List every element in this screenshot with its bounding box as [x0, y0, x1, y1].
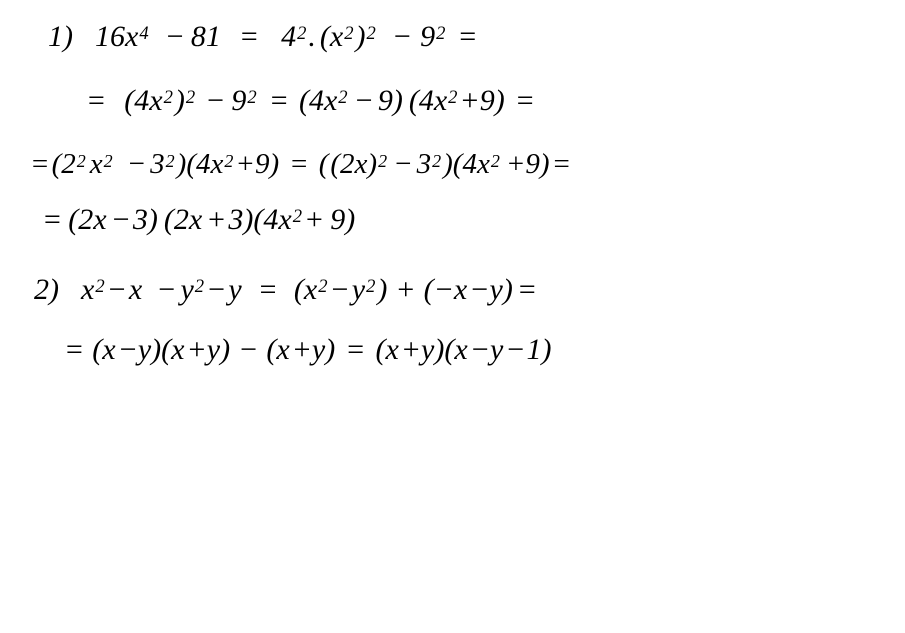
- problem-2-line-2: =(x−y)(x+y)−(x+y)=(x+y)(x−y−1): [30, 333, 875, 367]
- page: 1) 16x4−81=42.(x2)2−92= =(4x2)2−92=(4x2−9…: [0, 0, 905, 387]
- math-expression: 16x4−81=42.(x2)2−92=: [95, 20, 478, 54]
- problem-2: 2) x2−x−y2−y=(x2−y2)+(−x−y)= =(x−y)(x+y)−…: [30, 273, 875, 367]
- problem-1-line-3: =(22x2−32)(4x2+9)=((2x)2−32)(4x2+9)=: [30, 148, 875, 181]
- math-expression: =(22x2−32)(4x2+9)=((2x)2−32)(4x2+9)=: [30, 148, 571, 181]
- math-expression: =(x−y)(x+y)−(x+y)=(x+y)(x−y−1): [64, 333, 552, 367]
- math-expression: =(4x2)2−92=(4x2−9)(4x2+9)=: [86, 84, 535, 118]
- problem-1-line-4: =(2x−3)(2x+3)(4x2+9): [30, 203, 875, 237]
- problem-number: 1): [48, 20, 73, 54]
- problem-1-line-2: =(4x2)2−92=(4x2−9)(4x2+9)=: [30, 84, 875, 118]
- math-expression: =(2x−3)(2x+3)(4x2+9): [42, 203, 355, 237]
- math-expression: x2−x−y2−y=(x2−y2)+(−x−y)=: [81, 273, 537, 307]
- problem-number: 2): [34, 273, 59, 307]
- problem-2-line-1: 2) x2−x−y2−y=(x2−y2)+(−x−y)=: [30, 273, 875, 307]
- problem-1-line-1: 1) 16x4−81=42.(x2)2−92=: [30, 20, 875, 54]
- problem-1: 1) 16x4−81=42.(x2)2−92= =(4x2)2−92=(4x2−9…: [30, 20, 875, 237]
